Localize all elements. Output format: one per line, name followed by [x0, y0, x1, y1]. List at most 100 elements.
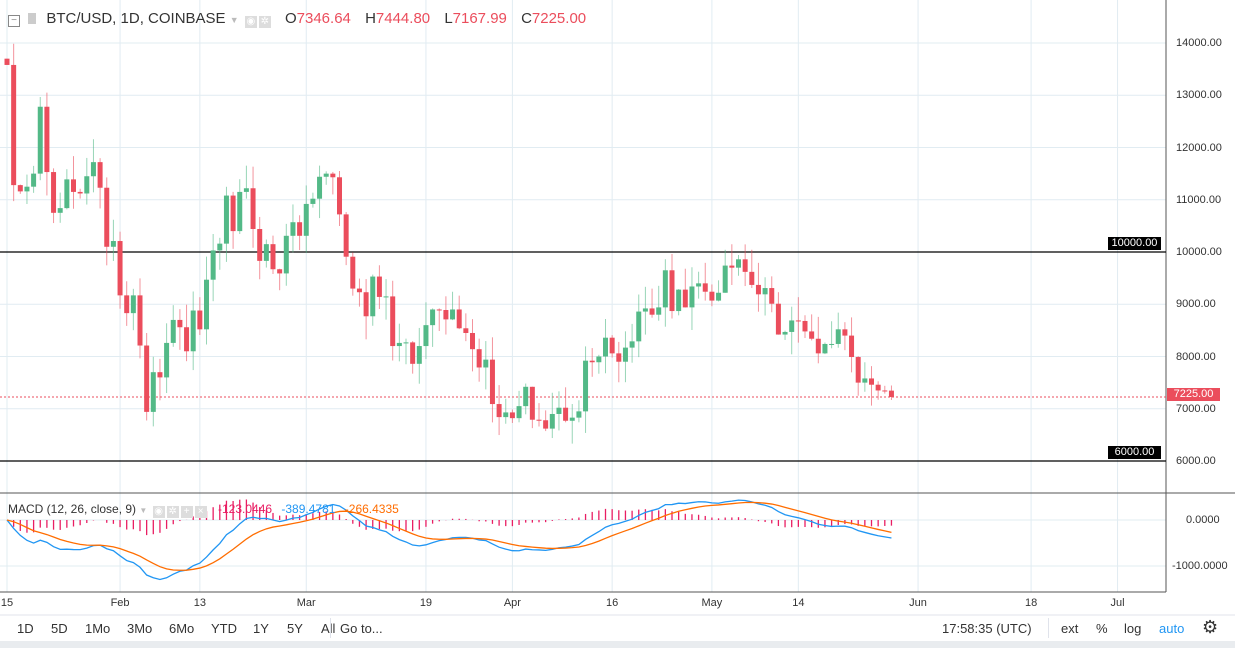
symbol-title[interactable]: BTC/USD, 1D, COINBASE [46, 10, 226, 27]
gear-icon[interactable]: ✲ [166, 506, 179, 518]
candle-body [144, 345, 150, 412]
candle-body [270, 244, 276, 270]
range-button-1mo[interactable]: 1Mo [85, 621, 111, 636]
candle-body [576, 411, 582, 418]
range-button-5d[interactable]: 5D [51, 621, 68, 636]
candle-body [456, 309, 462, 329]
candle-body [676, 289, 682, 312]
ext-toggle[interactable]: ext [1061, 621, 1079, 636]
range-button-6mo[interactable]: 6Mo [169, 621, 195, 636]
candle-body [549, 413, 555, 429]
candle-body [423, 325, 429, 347]
candle-body [529, 386, 535, 420]
candle-body [403, 342, 409, 344]
price-axis-label: 8000.00 [1176, 350, 1216, 363]
time-axis-label: 19 [419, 597, 433, 609]
candle-body [669, 270, 675, 312]
candle-body [416, 346, 422, 364]
macd-title[interactable]: MACD (12, 26, close, 9) [8, 502, 137, 516]
candle-body [802, 320, 808, 332]
dropdown-icon[interactable]: ▼ [229, 15, 239, 25]
close-icon[interactable]: × [194, 506, 207, 518]
candle-body [436, 309, 442, 311]
candle-body [689, 286, 695, 308]
candle-body [563, 407, 569, 421]
candle-body [164, 342, 170, 378]
candle-body [829, 343, 835, 345]
candle-body [24, 186, 30, 192]
last-price-label: 7225.00 [1167, 388, 1220, 402]
candle-body [702, 283, 708, 292]
candle-body [90, 162, 96, 177]
percent-toggle[interactable]: % [1096, 621, 1108, 636]
candle-body [589, 360, 595, 363]
auto-toggle[interactable]: auto [1159, 621, 1185, 636]
open-value: 7346.64 [296, 10, 351, 27]
candle-body [862, 378, 868, 383]
candle-body [410, 342, 416, 364]
macd-legend: MACD (12, 26, close, 9) ▼ ◉ ✲ + × -123.0446… [8, 502, 399, 518]
candle-body [337, 177, 342, 215]
candle-body [569, 417, 575, 421]
time-axis-label: 14 [792, 597, 805, 609]
candle-body [523, 386, 529, 407]
candle-body [37, 106, 43, 174]
candle-body [622, 347, 628, 362]
time-axis-label: Jul [1110, 597, 1125, 609]
collapse-icon[interactable]: − [8, 15, 20, 27]
plus-icon[interactable]: + [180, 506, 193, 518]
candle-body [789, 320, 795, 332]
eye-icon[interactable]: ◉ [244, 16, 257, 28]
time-axis-label: 16 [606, 597, 619, 609]
log-toggle[interactable]: log [1124, 621, 1142, 636]
range-button-3mo[interactable]: 3Mo [127, 621, 153, 636]
candle-body [795, 320, 801, 322]
candle-body [543, 420, 549, 429]
candle-body [4, 58, 10, 65]
candle-body [463, 328, 469, 333]
candle-body [370, 276, 376, 317]
candle-body [124, 295, 130, 314]
price-axis-label: 9000.00 [1176, 298, 1216, 311]
candle-body [682, 289, 688, 308]
candle-body [104, 187, 110, 247]
range-button-ytd[interactable]: YTD [211, 621, 237, 636]
flag-icon[interactable] [28, 13, 37, 24]
candle-body [44, 106, 50, 173]
candle-body [842, 329, 848, 336]
bottom-toolbar: 1D 5D 1Mo 3Mo 6Mo YTD 1Y 5Y All Go to... 17:58:3… [0, 615, 1235, 641]
range-button-1y[interactable]: 1Y [253, 621, 269, 636]
candle-body [536, 419, 542, 421]
candle-body [204, 279, 209, 330]
macd-axis-label: -1000.0000 [1172, 560, 1228, 572]
candle-body [742, 259, 748, 272]
candle-body [396, 342, 402, 347]
gear-icon[interactable]: ✲ [258, 16, 271, 28]
range-button-1d[interactable]: 1D [17, 621, 34, 636]
eye-icon[interactable]: ◉ [152, 506, 165, 518]
candle-body [809, 331, 815, 339]
candle-body [629, 341, 635, 348]
candle-body [356, 288, 362, 293]
candle-body [769, 288, 775, 304]
price-axis-label: 10000.00 [1176, 246, 1222, 258]
candle-body [223, 195, 229, 244]
high-value: 7444.80 [375, 10, 431, 27]
goto-button[interactable]: Go to... [340, 621, 383, 636]
time-axis-label: 13 [193, 597, 206, 609]
time-axis-label: Apr [503, 597, 521, 609]
time-axis-label: May [701, 597, 723, 609]
dropdown-icon[interactable]: ▼ [139, 506, 148, 515]
candle-body [556, 407, 562, 414]
range-button-all[interactable]: All [321, 621, 336, 636]
macd-axis-label: 0.0000 [1186, 514, 1220, 526]
candle-body [64, 179, 70, 209]
candle-body [137, 295, 143, 346]
candle-body [323, 173, 329, 177]
settings-gear-icon[interactable]: ⚙ [1202, 617, 1219, 637]
candle-body [662, 270, 668, 308]
range-button-5y[interactable]: 5Y [287, 621, 303, 636]
candle-body [782, 331, 788, 335]
